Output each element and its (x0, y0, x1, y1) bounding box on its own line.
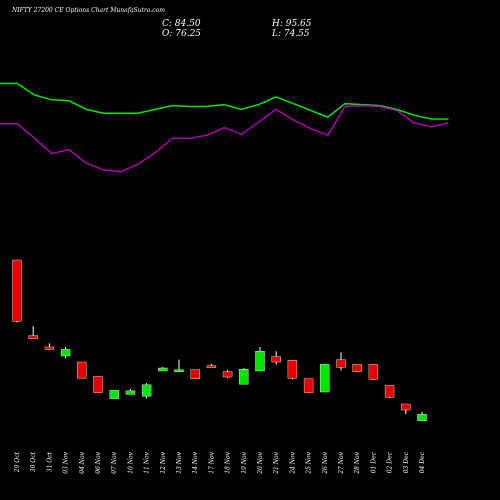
x-tick-label: 29 Oct (14, 451, 21, 473)
x-tick-label: 03 Dec (403, 451, 410, 473)
candle (222, 369, 233, 379)
x-tick-label: 06 Nov (95, 451, 102, 473)
candle-body (141, 384, 152, 397)
x-tick-label: 04 Dec (419, 451, 426, 473)
x-tick-label: 04 Nov (79, 451, 86, 473)
x-axis-ticks: 29 Oct 30 Oct 31 Oct 03 Nov 04 Nov 06 Nov 07 N… (14, 451, 426, 474)
x-tick-label: 07 Nov (111, 451, 118, 473)
x-tick-label: 10 Nov (127, 451, 134, 473)
candle-body (401, 403, 411, 411)
x-tick-label: 19 Nov (241, 451, 248, 473)
candle-body (174, 369, 184, 372)
x-tick-label: 28 Nov (354, 451, 361, 474)
candle (93, 376, 103, 393)
candle-body (222, 371, 233, 378)
x-tick-label: 26 Nov (322, 451, 329, 474)
candle (384, 385, 395, 398)
x-tick-label: 17 Nov (208, 451, 215, 473)
candle (336, 352, 346, 371)
candle-body (60, 349, 71, 357)
candle (352, 364, 362, 373)
candle-body (320, 364, 330, 393)
candle-body (109, 390, 119, 399)
candle (255, 347, 265, 372)
candle (401, 403, 411, 415)
x-tick-label: 03 Nov (63, 451, 70, 473)
candle-body (206, 365, 217, 368)
candle-body (255, 351, 265, 372)
candles (12, 259, 427, 422)
candle-body (44, 346, 55, 350)
x-tick-label: 30 Oct (30, 451, 37, 472)
candle (77, 361, 87, 379)
x-tick-label: 20 Nov (257, 451, 264, 474)
candle (190, 369, 200, 379)
candle (12, 259, 22, 323)
candle-body (271, 356, 281, 363)
x-tick-label: 24 Nov (289, 451, 296, 474)
overlay-line-1 (0, 82, 449, 120)
candle-body (77, 361, 87, 379)
high-value: H: 95.65 (272, 19, 312, 29)
x-tick-label: 13 Nov (176, 451, 183, 473)
candle-body (287, 360, 298, 379)
candle (125, 389, 136, 395)
chart-title: NIFTY 27200 CE Options Chart MunafaSutra… (12, 7, 165, 14)
candle-body (158, 367, 168, 372)
x-tick-label: 12 Nov (160, 451, 167, 473)
candle (239, 368, 249, 385)
candle (60, 347, 71, 359)
low-value: L: 74.55 (272, 29, 310, 39)
candle (320, 363, 330, 393)
x-tick-label: 18 Nov (225, 451, 232, 473)
candle-body (336, 359, 346, 368)
candle (141, 383, 152, 399)
candle (44, 343, 55, 350)
candle-body (93, 376, 103, 393)
candle-body (417, 414, 427, 422)
candle-body (239, 369, 249, 385)
candle-body (125, 390, 136, 395)
candle (174, 359, 184, 373)
x-tick-label: 02 Dec (387, 451, 394, 473)
candle-body (368, 364, 379, 380)
candle-body (28, 335, 38, 339)
x-tick-label: 14 Nov (192, 451, 199, 473)
candle (303, 378, 314, 394)
x-tick-label: 21 Nov (273, 451, 280, 474)
candle-body (190, 369, 200, 379)
close-value: C: 84.50 (162, 19, 201, 29)
overlay-lines (0, 82, 449, 173)
x-tick-label: 27 Nov (338, 451, 345, 474)
candle (28, 326, 38, 339)
x-tick-label: 01 Dec (370, 451, 377, 473)
open-value: O: 76.25 (162, 29, 202, 39)
x-tick-label: 25 Nov (306, 451, 313, 474)
candle (158, 366, 168, 372)
candle (368, 364, 379, 380)
candle (287, 360, 298, 380)
candle (417, 411, 427, 422)
x-tick-label: 31 Oct (46, 451, 53, 472)
candle (109, 390, 119, 399)
candle-body (12, 259, 22, 322)
x-tick-label: 11 Nov (144, 451, 151, 473)
candle-body (352, 364, 362, 372)
candle-body (303, 378, 314, 393)
candle (271, 351, 281, 365)
candle (206, 363, 217, 368)
overlay-line-2 (0, 104, 449, 173)
candle-body (384, 385, 395, 398)
